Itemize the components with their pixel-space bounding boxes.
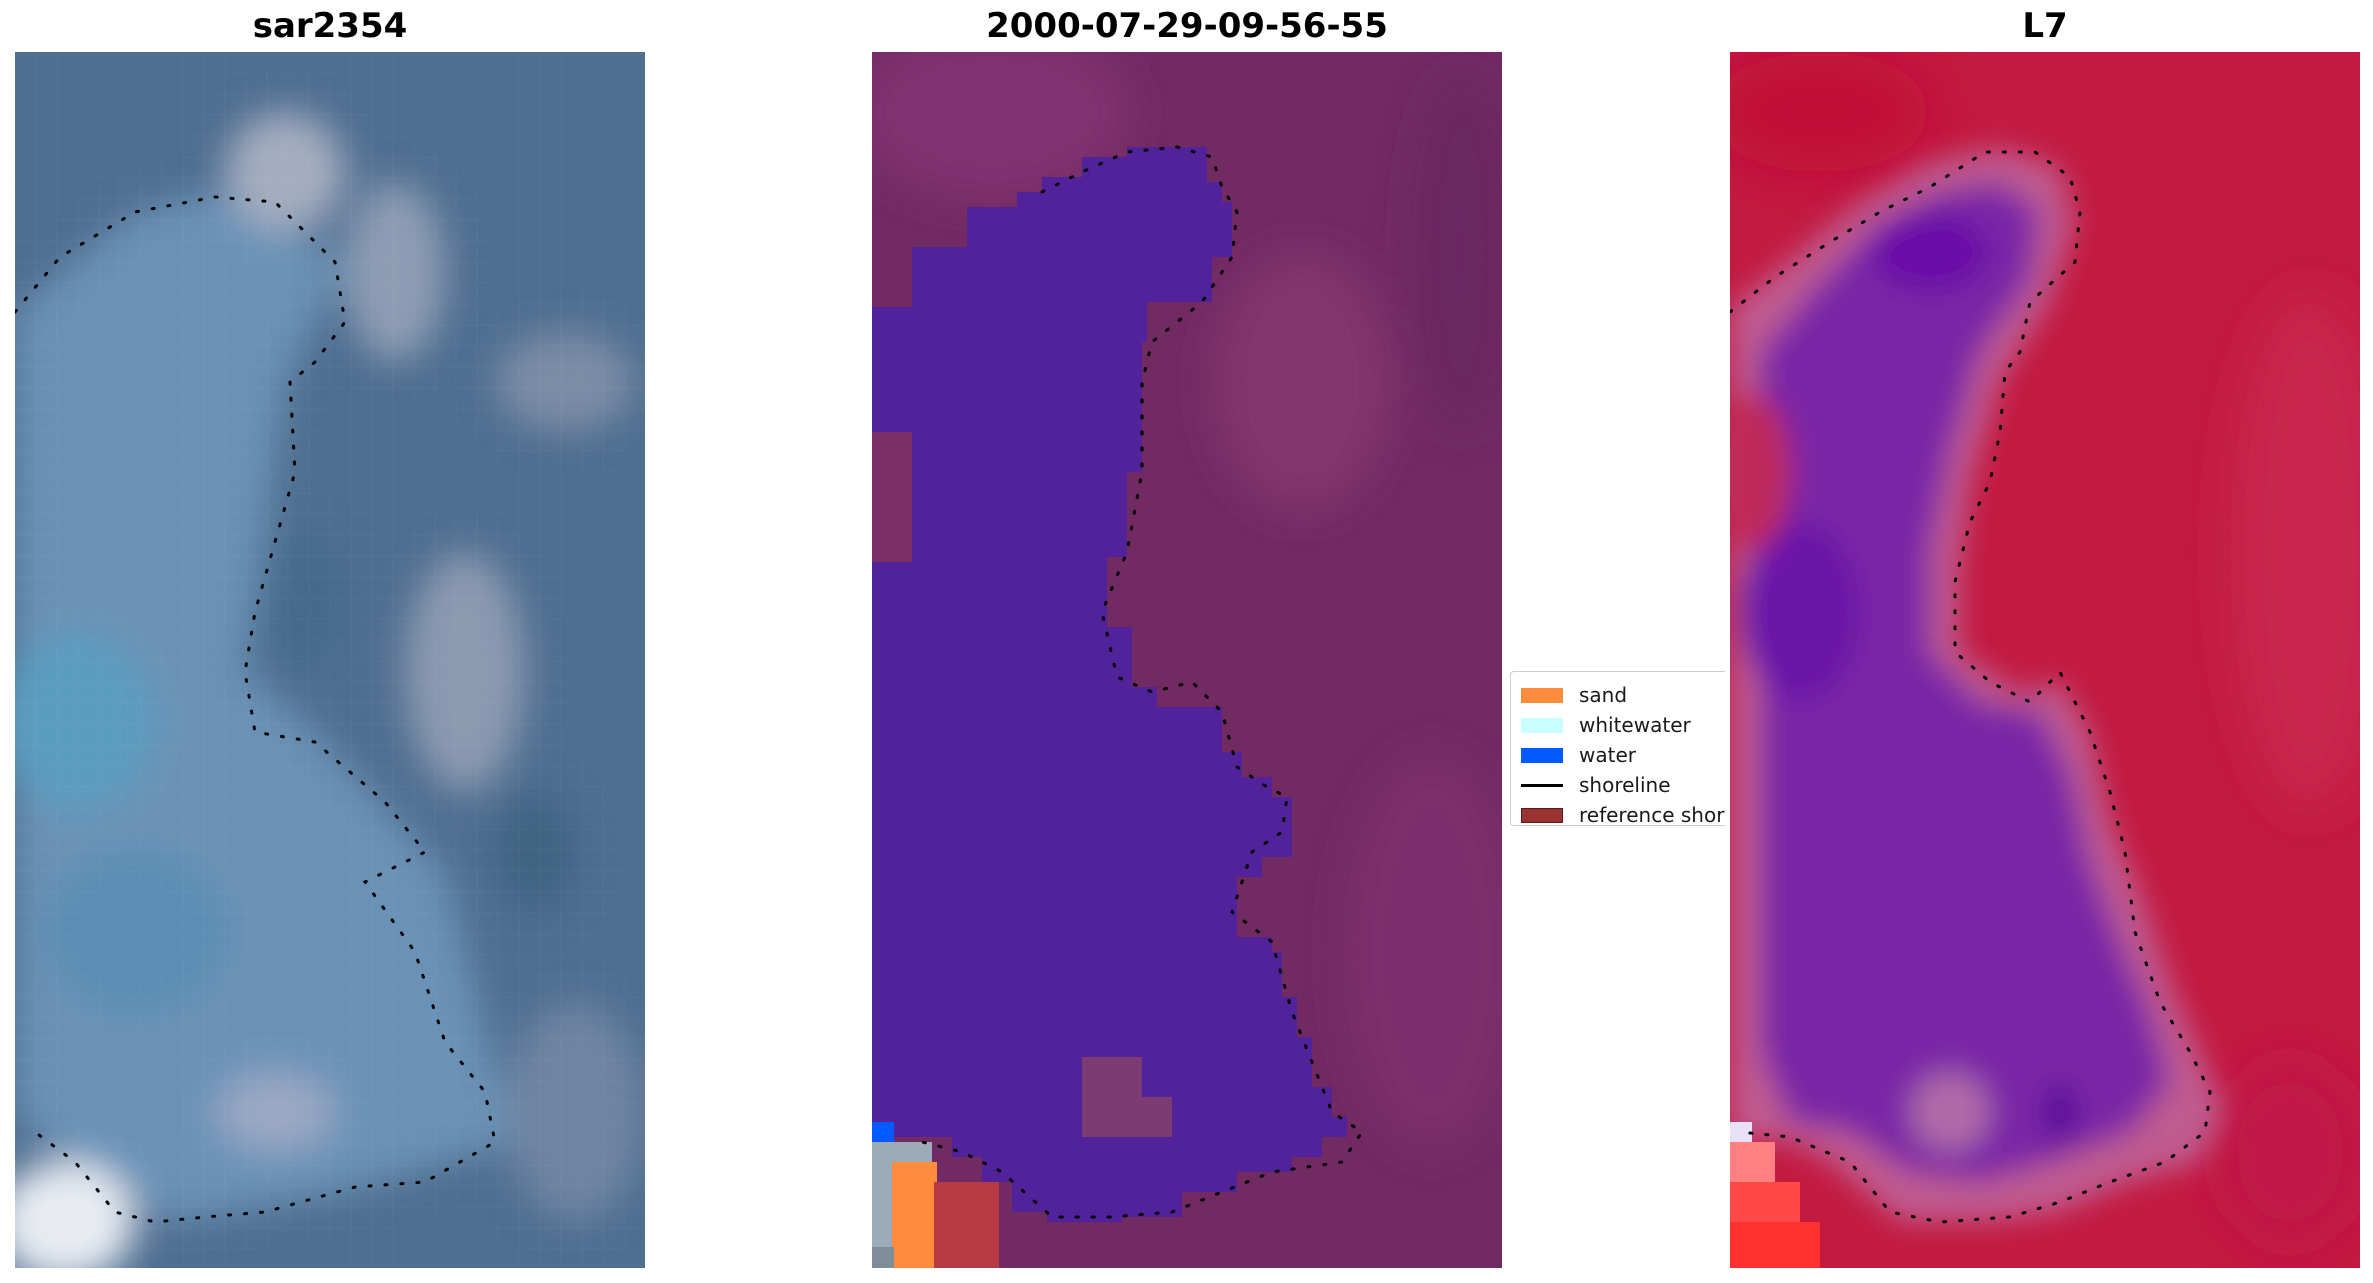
shoreline-line-swatch bbox=[1521, 783, 1563, 787]
whitewater-swatch bbox=[1521, 717, 1563, 733]
rgb-image bbox=[15, 52, 645, 1268]
legend-label: whitewater bbox=[1579, 713, 1691, 737]
legend-item-reference-shoreline: reference shor bbox=[1521, 800, 1725, 826]
legend-item-sand: sand bbox=[1521, 680, 1725, 710]
classified-image bbox=[872, 52, 1502, 1268]
legend-label: reference shor bbox=[1579, 803, 1725, 826]
legend-item-whitewater: whitewater bbox=[1521, 710, 1725, 740]
water-swatch bbox=[1521, 747, 1563, 763]
index-image bbox=[1730, 52, 2360, 1268]
panel-title-classified: 2000-07-29-09-56-55 bbox=[986, 6, 1388, 46]
legend: sand whitewater water shoreline referenc… bbox=[1510, 671, 1725, 826]
legend-label: water bbox=[1579, 743, 1636, 767]
legend-item-water: water bbox=[1521, 740, 1725, 770]
legend-label: shoreline bbox=[1579, 773, 1671, 797]
legend-item-shoreline: shoreline bbox=[1521, 770, 1725, 800]
sand-swatch bbox=[1521, 687, 1563, 703]
reference-shoreline-swatch bbox=[1521, 807, 1563, 823]
panel-title-rgb: sar2354 bbox=[252, 6, 408, 46]
panel-title-index: L7 bbox=[2022, 6, 2068, 46]
legend-label: sand bbox=[1579, 683, 1628, 707]
